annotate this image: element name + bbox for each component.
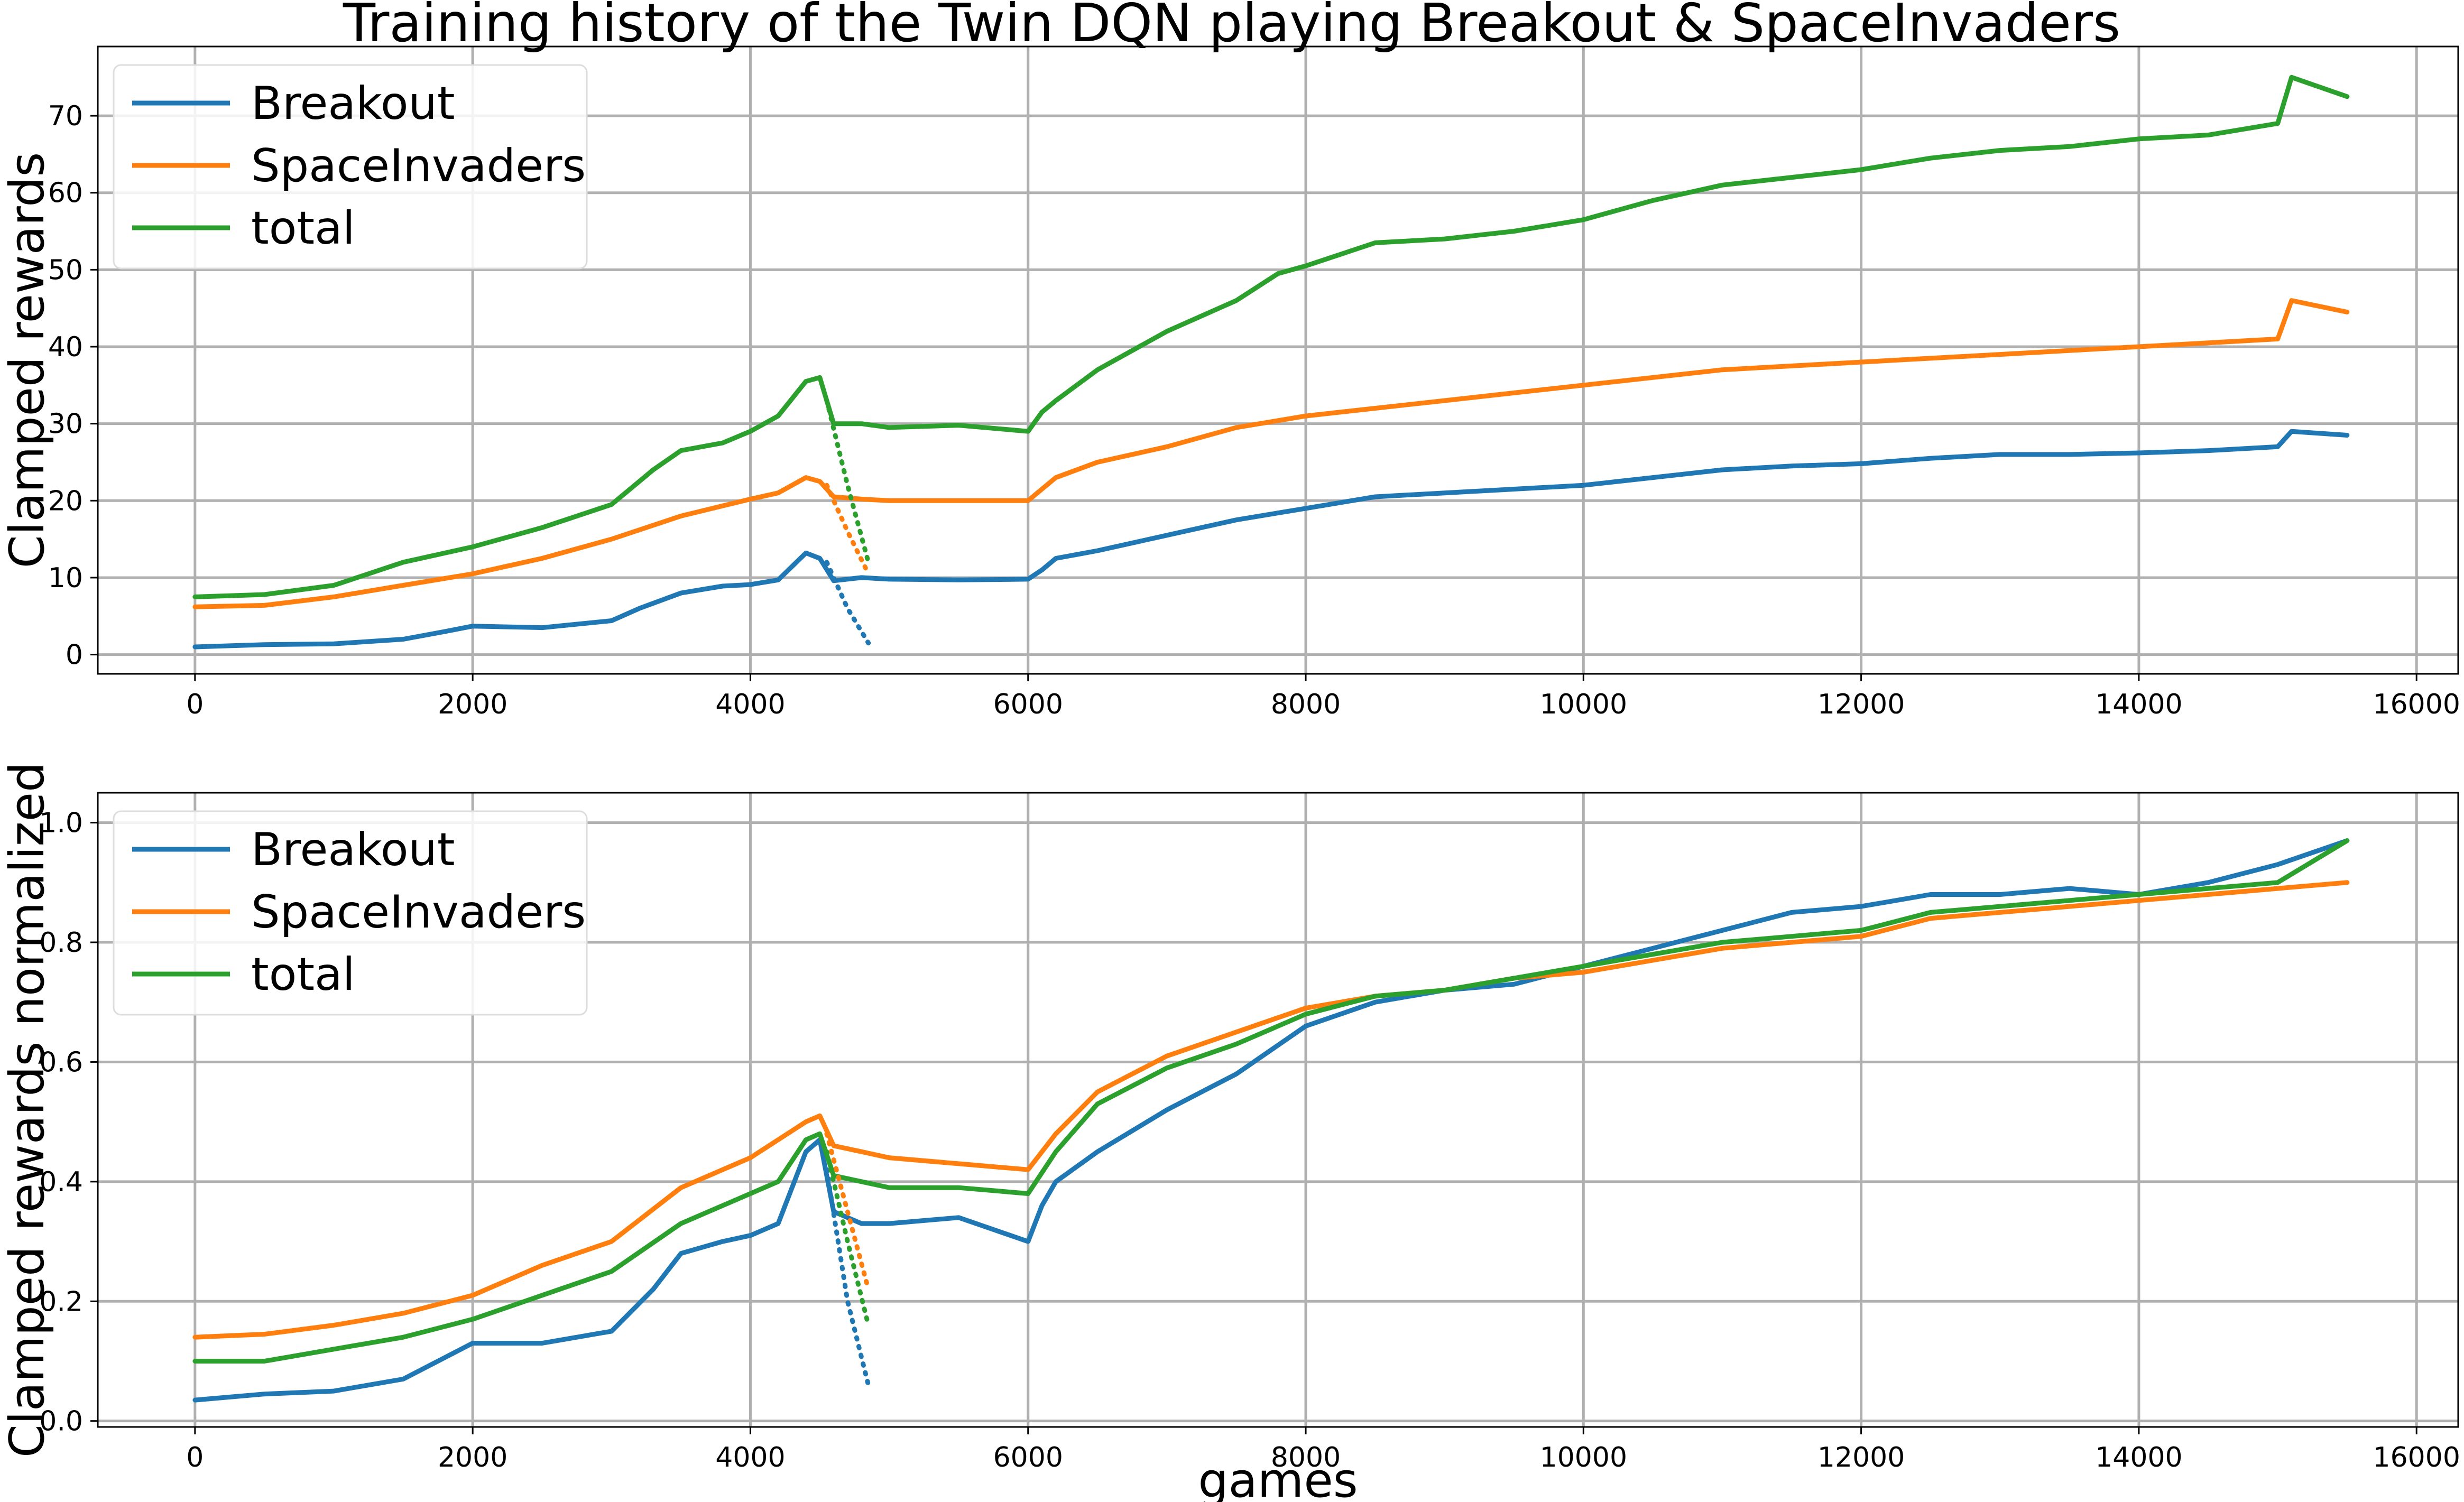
y-axis-label: Clamped rewards normalized: [0, 762, 55, 1458]
legend-label-spaceinvaders: SpaceInvaders: [251, 886, 586, 939]
legend-label-spaceinvaders: SpaceInvaders: [251, 140, 586, 192]
legend-label-total: total: [251, 948, 355, 1001]
legend-box: [113, 64, 588, 270]
y-tick-label: 1.0: [39, 808, 83, 839]
top-chart: 0 2000 4000 6000 8000 10000 12000 14000 16000 0 10…: [0, 45, 2460, 720]
x-tick-label: 14000: [2095, 689, 2182, 720]
x-tick-label: 10000: [1540, 689, 1627, 720]
x-tick-label: 12000: [1817, 1442, 1905, 1473]
legend-label-total: total: [251, 202, 355, 255]
legend: Breakout SpaceInvaders total: [113, 810, 588, 1016]
y-tick-label: 20: [48, 485, 83, 517]
y-tick-label: 30: [48, 409, 83, 440]
legend: Breakout SpaceInvaders total: [113, 64, 588, 270]
series-line-spaceinvaders: [192, 298, 2350, 609]
x-tick-label: 6000: [993, 689, 1063, 720]
legend-box: [113, 810, 588, 1016]
axes-frame: [97, 792, 2459, 1428]
x-tick-label: 12000: [1817, 689, 1905, 720]
x-tick-label: 0: [186, 1442, 204, 1473]
y-tick-label: 60: [48, 178, 83, 209]
series-line-total: [192, 838, 2350, 1364]
y-tick-label: 10: [48, 562, 83, 594]
y-tick-label: 0.4: [39, 1166, 83, 1198]
axes-frame: [97, 45, 2459, 675]
dotted-line-breakout: [824, 560, 871, 646]
x-tick-label: 0: [186, 689, 204, 720]
y-tick-label: 50: [48, 254, 83, 286]
legend-label-breakout: Breakout: [251, 77, 455, 130]
dotted-line-breakout: [824, 1167, 871, 1388]
y-tick-label: 0.6: [39, 1046, 83, 1078]
bottom-chart: 0 2000 4000 6000 8000 10000 12000 14000 16000 0.0…: [0, 762, 2460, 1502]
series-line-breakout: [192, 429, 2350, 650]
y-axis-label: Clamped rewards: [0, 152, 55, 569]
x-tick-label: 16000: [2373, 1442, 2460, 1473]
legend-label-breakout: Breakout: [251, 823, 455, 876]
dotted-line-total: [824, 1149, 871, 1328]
x-tick-label: 2000: [438, 689, 507, 720]
y-tick-label: 0: [66, 639, 83, 671]
y-tick-label: 40: [48, 331, 83, 363]
x-tick-label: 10000: [1540, 1442, 1627, 1473]
series-line-spaceinvaders: [192, 880, 2350, 1340]
x-tick-label: 8000: [1271, 1442, 1341, 1473]
x-tick-label: 8000: [1271, 689, 1341, 720]
x-tick-label: 4000: [715, 689, 785, 720]
x-tick-label: 2000: [438, 1442, 507, 1473]
x-tick-label: 16000: [2373, 689, 2460, 720]
x-tick-label: 14000: [2095, 1442, 2182, 1473]
series-line-total: [192, 75, 2350, 599]
y-tick-label: 0.2: [39, 1286, 83, 1318]
y-tick-label: 70: [48, 100, 83, 132]
x-axis-label: games: [1198, 1453, 1358, 1502]
dotted-line-spaceinvaders: [824, 483, 871, 577]
series-line-breakout: [192, 838, 2350, 1403]
y-tick-label: 0.0: [39, 1406, 83, 1438]
x-tick-label: 6000: [993, 1442, 1063, 1473]
figure-title: Training history of the Twin DQN playing…: [343, 0, 2120, 54]
dotted-line-spaceinvaders: [824, 1131, 871, 1292]
x-tick-label: 4000: [715, 1442, 785, 1473]
y-tick-label: 0.8: [39, 927, 83, 959]
dotted-line-total: [824, 398, 871, 565]
